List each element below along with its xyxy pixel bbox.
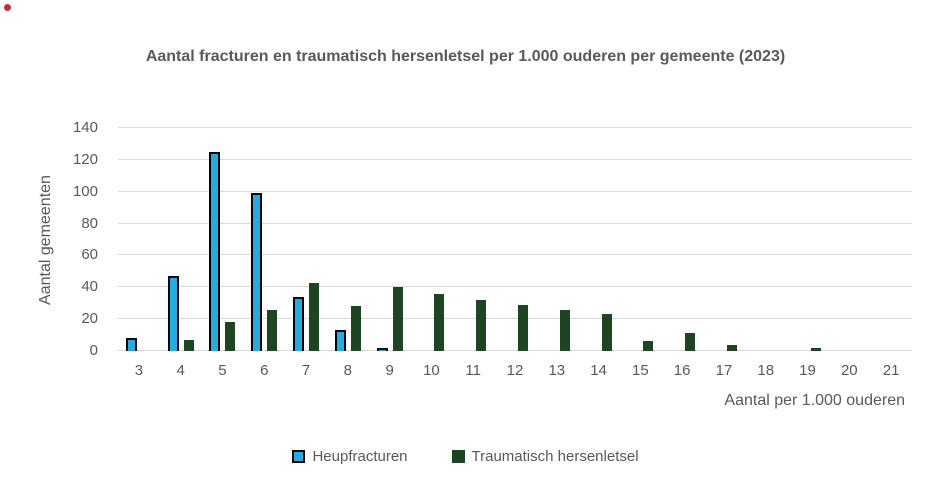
- bar-traumatisch-hersenletsel-x12: [518, 304, 528, 351]
- y-tick-label: 40: [81, 278, 98, 296]
- bar-traumatisch-hersenletsel-x7: [309, 282, 320, 351]
- bar-heupfracturen-x6: [251, 193, 263, 351]
- legend-label: Heupfracturen: [312, 448, 408, 465]
- x-tick-label: 8: [343, 362, 352, 379]
- bar-traumatisch-hersenletsel-x15: [643, 341, 654, 351]
- bar-traumatisch-hersenletsel-x8: [350, 306, 361, 351]
- x-axis-line: [118, 350, 912, 351]
- x-tick-label: 17: [715, 362, 733, 379]
- bar-traumatisch-hersenletsel-x13: [559, 309, 570, 351]
- gridline: [118, 286, 912, 288]
- bar-heupfracturen-x9: [376, 347, 388, 351]
- chart-legend: Heupfracturen Traumatisch hersenletsel: [0, 448, 931, 465]
- bar-traumatisch-hersenletsel-x14: [601, 314, 612, 351]
- y-tick-label: 100: [72, 182, 98, 200]
- y-tick-label: 80: [81, 214, 98, 232]
- bar-traumatisch-hersenletsel-x10: [434, 293, 445, 351]
- bar-traumatisch-hersenletsel-x4: [183, 339, 194, 351]
- legend-swatch-icon: [292, 450, 306, 463]
- bar-heupfracturen-x7: [293, 296, 305, 351]
- bar-heupfracturen-x8: [334, 330, 346, 351]
- x-tick-label: 12: [506, 362, 524, 379]
- gridline: [118, 127, 912, 128]
- bar-traumatisch-hersenletsel-x16: [685, 333, 696, 351]
- x-tick-label: 13: [548, 362, 566, 379]
- gridline: [118, 222, 912, 224]
- red-marker-dot: [4, 4, 11, 11]
- x-tick-label: 16: [673, 362, 691, 379]
- x-tick-label: 3: [134, 362, 144, 379]
- plot-area: [118, 127, 912, 351]
- bar-traumatisch-hersenletsel-x19: [810, 347, 821, 351]
- x-tick-label: 5: [218, 362, 227, 379]
- legend-item-heupfracturen: Heupfracturen: [292, 448, 408, 465]
- y-axis-title: Aantal gemeenten: [37, 175, 54, 305]
- bar-traumatisch-hersenletsel-x6: [267, 309, 278, 351]
- x-tick-label: 14: [590, 362, 607, 379]
- x-axis-title: Aantal per 1.000 ouderen: [724, 392, 905, 409]
- gridline: [118, 190, 912, 192]
- x-tick-label: 11: [465, 362, 481, 379]
- y-tick-label: 20: [81, 310, 98, 328]
- chart-title: Aantal fracturen en traumatisch hersenle…: [145, 48, 786, 65]
- x-tick-label: 4: [176, 362, 185, 379]
- x-tick-label: 7: [301, 362, 311, 379]
- x-tick-label: 9: [385, 362, 394, 379]
- x-tick-label: 15: [632, 362, 649, 379]
- legend-item-traumatisch-hersenletsel: Traumatisch hersenletsel: [451, 448, 639, 465]
- x-tick-label: 18: [757, 362, 775, 379]
- gridline: [118, 318, 912, 320]
- bar-traumatisch-hersenletsel-x11: [476, 300, 487, 351]
- bar-traumatisch-hersenletsel-x5: [225, 322, 236, 351]
- x-axis-ticks: 3 4 5 6 7 8 9 10 11 12 13 14 15 16 17 18 19 20 21: [118, 361, 912, 381]
- bar-traumatisch-hersenletsel-x17: [726, 344, 737, 351]
- legend-label: Traumatisch hersenletsel: [471, 448, 639, 465]
- y-tick-label: 0: [89, 342, 98, 359]
- x-tick-label: 19: [799, 362, 816, 379]
- x-tick-label: 6: [260, 362, 269, 379]
- y-tick-label: 140: [72, 119, 98, 136]
- x-tick-label: 10: [423, 362, 440, 379]
- bar-heupfracturen-x3: [125, 338, 137, 351]
- gridline: [118, 158, 912, 160]
- x-tick-label: 21: [882, 362, 900, 379]
- bar-heupfracturen-x5: [209, 151, 221, 351]
- bar-heupfracturen-x4: [167, 276, 179, 351]
- bar-traumatisch-hersenletsel-x9: [392, 287, 403, 351]
- legend-swatch-icon: [451, 450, 465, 463]
- x-tick-label: 20: [840, 362, 858, 379]
- y-tick-label: 60: [81, 246, 98, 264]
- gridline: [118, 254, 912, 256]
- y-tick-label: 120: [72, 150, 98, 168]
